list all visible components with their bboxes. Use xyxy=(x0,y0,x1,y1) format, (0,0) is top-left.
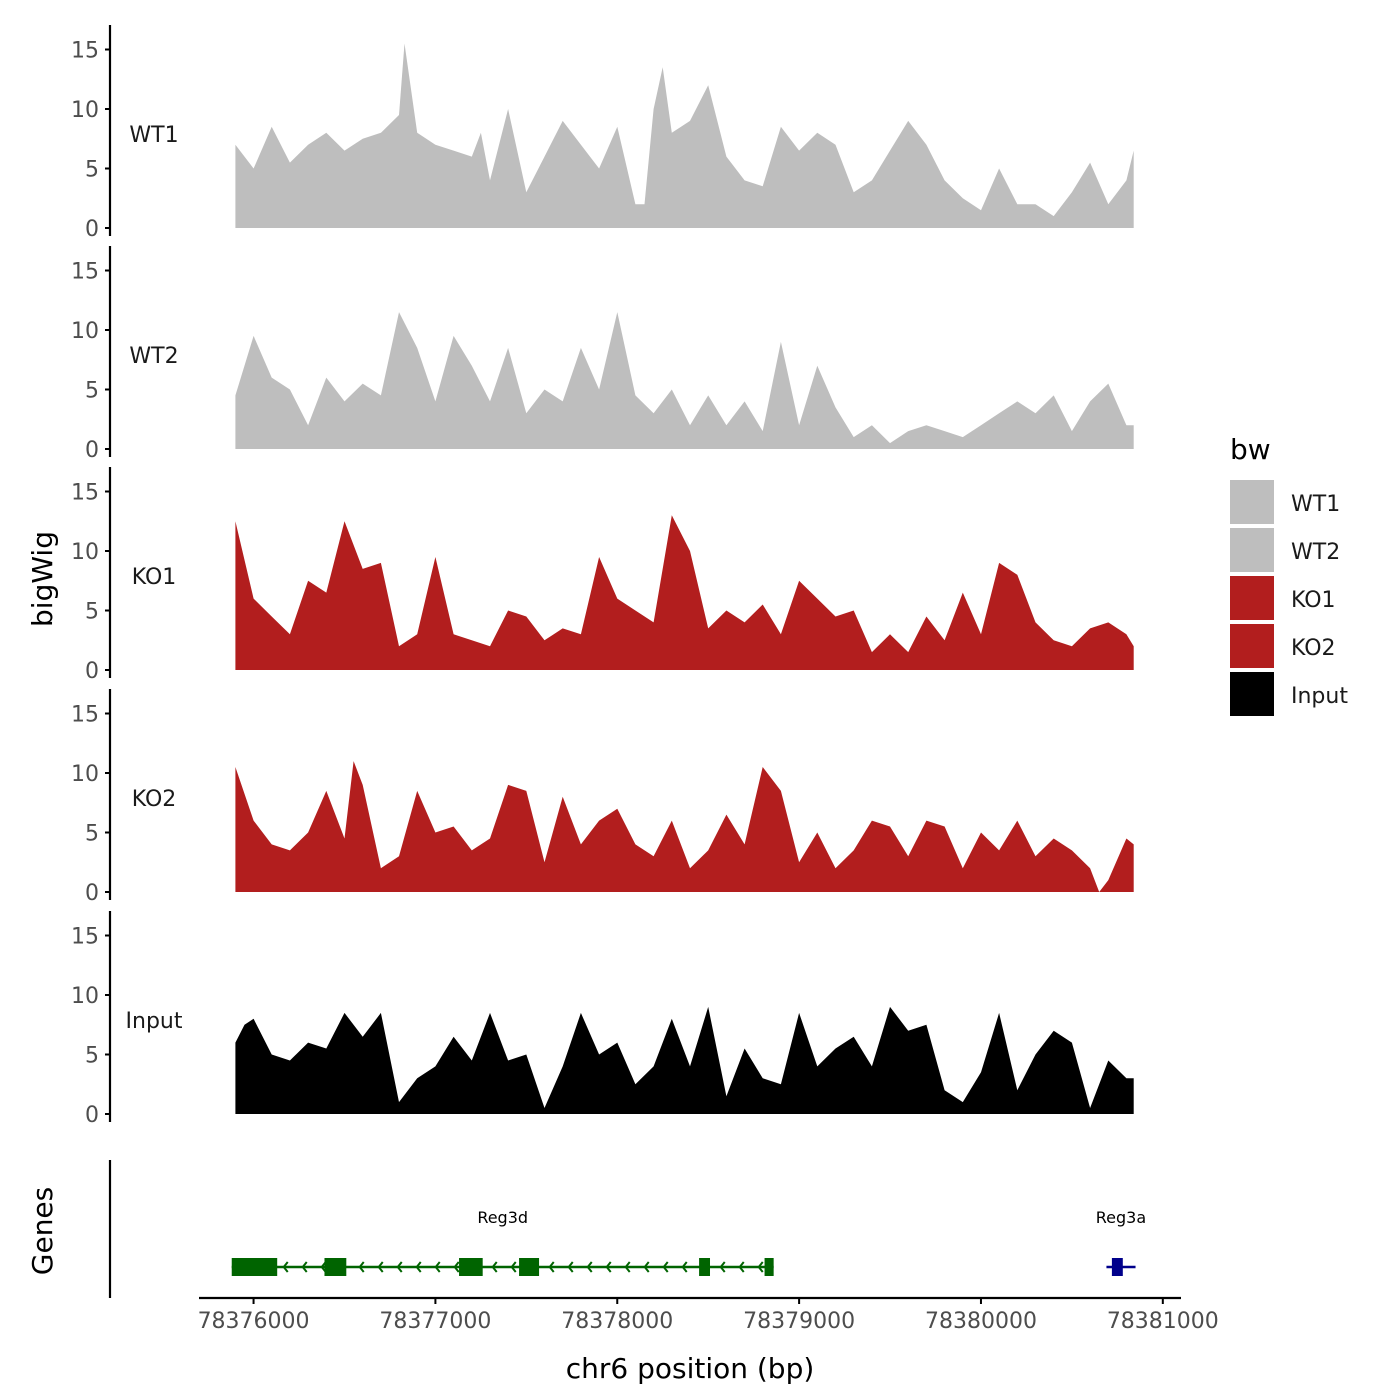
strand-arrow xyxy=(282,1261,289,1273)
y-tick-label: 10 xyxy=(71,984,99,1009)
track-label: KO2 xyxy=(132,787,177,812)
strand-arrow xyxy=(719,1261,726,1273)
bigwig-tracks: 0 5 10 15 WT1 0 5 10 15 WT2 0 5 10 15 KO1 0 5 10 15 KO2 0 5 10… xyxy=(71,25,1134,1128)
x-axis-title: chr6 position (bp) xyxy=(566,1352,815,1385)
gene-exon xyxy=(459,1258,483,1276)
gene-label: Reg3d xyxy=(477,1208,528,1227)
strand-arrow xyxy=(453,1261,460,1273)
strand-arrow xyxy=(681,1261,688,1273)
legend-swatch xyxy=(1230,576,1274,620)
gene-exon xyxy=(764,1258,774,1276)
track-label: WT1 xyxy=(129,123,178,148)
strand-arrow xyxy=(358,1261,365,1273)
gene-exon xyxy=(519,1258,540,1276)
legend-title: bw xyxy=(1230,433,1271,466)
y-tick-label: 10 xyxy=(71,319,99,344)
y-tick-label: 0 xyxy=(85,659,99,684)
y-tick-label: 10 xyxy=(71,762,99,787)
track-wt2: 0 5 10 15 WT2 xyxy=(71,246,1134,463)
legend-swatch xyxy=(1230,624,1274,668)
x-tick-label: 78380000 xyxy=(925,1309,1037,1334)
y-tick-label: 5 xyxy=(85,1044,99,1069)
strand-arrow xyxy=(434,1261,441,1273)
strand-arrow xyxy=(757,1261,764,1273)
strand-arrow xyxy=(510,1261,517,1273)
track-ko2: 0 5 10 15 KO2 xyxy=(71,689,1134,906)
area-ko1 xyxy=(235,515,1134,670)
strand-arrow xyxy=(548,1261,555,1273)
track-input: 0 5 10 15 Input xyxy=(71,911,1134,1128)
strand-arrow xyxy=(624,1261,631,1273)
strand-arrow xyxy=(320,1261,327,1273)
area-ko2 xyxy=(235,761,1134,892)
track-ko1: 0 5 10 15 KO1 xyxy=(71,467,1134,684)
area-input xyxy=(235,1006,1134,1114)
strand-arrow xyxy=(301,1261,308,1273)
genes-track: Reg3d Reg3a xyxy=(108,1160,1146,1298)
legend-label: KO2 xyxy=(1291,636,1336,661)
track-label: Input xyxy=(126,1009,183,1034)
legend-label: Input xyxy=(1291,684,1348,709)
strand-arrow xyxy=(605,1261,612,1273)
area-wt2 xyxy=(235,312,1134,449)
legend-label: WT2 xyxy=(1291,540,1340,565)
y-tick-label: 5 xyxy=(85,600,99,625)
x-axis: 78376000 78377000 78378000 78379000 78380000… xyxy=(198,1296,1219,1334)
y-tick-label: 10 xyxy=(71,98,99,123)
gene-exon xyxy=(324,1258,347,1276)
y-tick-label: 5 xyxy=(85,822,99,847)
legend-swatch xyxy=(1230,672,1274,716)
area-wt1 xyxy=(235,43,1134,228)
y-tick-label: 0 xyxy=(85,438,99,463)
y-tick-label: 15 xyxy=(71,925,99,950)
legend-label: WT1 xyxy=(1291,492,1340,517)
strand-arrow xyxy=(662,1261,669,1273)
x-tick-label: 78381000 xyxy=(1107,1309,1219,1334)
strand-arrow xyxy=(567,1261,574,1273)
y-tick-label: 0 xyxy=(85,881,99,906)
y-tick-label: 15 xyxy=(71,703,99,728)
x-tick-label: 78378000 xyxy=(561,1309,673,1334)
gene-reg3a: Reg3a xyxy=(1096,1208,1146,1276)
strand-arrow xyxy=(396,1261,403,1273)
y-tick-label: 15 xyxy=(71,39,99,64)
strand-arrow xyxy=(415,1261,422,1273)
y-tick-label: 10 xyxy=(71,540,99,565)
y-tick-label: 15 xyxy=(71,481,99,506)
y-tick-label: 5 xyxy=(85,158,99,183)
legend: bw WT1 WT2 KO1 KO2 Input xyxy=(1230,433,1348,716)
gene-reg3d: Reg3d xyxy=(231,1208,774,1276)
genes-axis-title: Genes xyxy=(26,1187,59,1275)
legend-swatch xyxy=(1230,528,1274,572)
legend-label: KO1 xyxy=(1291,588,1336,613)
strand-arrow xyxy=(491,1261,498,1273)
y-tick-label: 0 xyxy=(85,1103,99,1128)
x-tick-label: 78376000 xyxy=(198,1309,310,1334)
y-tick-label: 5 xyxy=(85,379,99,404)
x-tick-label: 78377000 xyxy=(379,1309,491,1334)
track-label: KO1 xyxy=(132,565,177,590)
track-label: WT2 xyxy=(129,344,178,369)
track-wt1: 0 5 10 15 WT1 xyxy=(71,25,1134,242)
legend-swatch xyxy=(1230,480,1274,524)
strand-arrow xyxy=(377,1261,384,1273)
x-tick-label: 78379000 xyxy=(743,1309,855,1334)
gene-exon xyxy=(1111,1258,1123,1276)
strand-arrow xyxy=(643,1261,650,1273)
gene-label: Reg3a xyxy=(1096,1208,1146,1227)
y-tick-label: 15 xyxy=(71,260,99,285)
strand-arrow xyxy=(586,1261,593,1273)
gene-exon xyxy=(231,1258,278,1276)
gene-exon xyxy=(699,1258,711,1276)
strand-arrow xyxy=(738,1261,745,1273)
y-tick-label: 0 xyxy=(85,217,99,242)
y-axis-title: bigWig xyxy=(26,531,59,627)
